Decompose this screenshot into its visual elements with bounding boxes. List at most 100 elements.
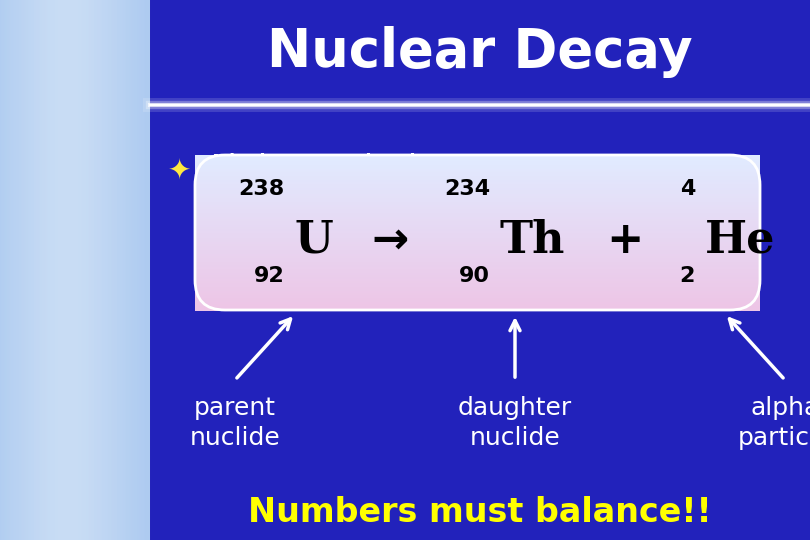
Bar: [195, 227, 760, 229]
Bar: [195, 163, 760, 166]
Bar: [195, 225, 760, 228]
Text: 238: 238: [239, 179, 285, 199]
Bar: [195, 273, 760, 276]
Bar: [195, 256, 760, 259]
Bar: [195, 250, 760, 253]
Bar: [195, 281, 760, 284]
Bar: [195, 306, 760, 309]
Bar: [195, 204, 760, 206]
Text: Th: Th: [500, 219, 565, 262]
Bar: [195, 289, 760, 292]
Bar: [195, 240, 760, 243]
Bar: [195, 271, 760, 274]
Bar: [195, 238, 760, 241]
Bar: [195, 242, 760, 245]
Bar: [195, 275, 760, 278]
Text: U: U: [295, 219, 334, 262]
Text: Nuclear Decay: Nuclear Decay: [267, 26, 693, 78]
Bar: [195, 300, 760, 303]
Text: →: →: [371, 219, 408, 262]
Bar: [195, 285, 760, 288]
Bar: [195, 233, 760, 235]
Bar: [195, 205, 760, 208]
Bar: [195, 260, 760, 262]
Bar: [195, 188, 760, 191]
Text: nuclide: nuclide: [190, 426, 280, 450]
Bar: [195, 211, 760, 214]
Text: particle: particle: [738, 426, 810, 450]
Bar: [195, 178, 760, 181]
Bar: [195, 279, 760, 282]
Bar: [195, 168, 760, 172]
Text: 2: 2: [680, 266, 695, 286]
Text: He: He: [705, 219, 775, 262]
Bar: [195, 293, 760, 295]
Bar: [195, 171, 760, 173]
Text: 90: 90: [459, 266, 490, 286]
Bar: [195, 190, 760, 193]
Bar: [195, 302, 760, 305]
Bar: [195, 221, 760, 224]
Bar: [195, 184, 760, 187]
Bar: [195, 277, 760, 280]
Bar: [195, 258, 760, 261]
Bar: [195, 269, 760, 272]
Bar: [195, 287, 760, 289]
Bar: [195, 217, 760, 220]
Text: 92: 92: [254, 266, 285, 286]
Bar: [195, 182, 760, 185]
Bar: [195, 195, 760, 199]
Bar: [195, 266, 760, 268]
Bar: [195, 207, 760, 210]
Bar: [195, 246, 760, 249]
Text: ✦: ✦: [168, 156, 191, 184]
Bar: [195, 172, 760, 176]
Bar: [195, 192, 760, 195]
Text: nuclide: nuclide: [470, 426, 561, 450]
Bar: [195, 157, 760, 160]
Bar: [195, 308, 760, 311]
Bar: [195, 180, 760, 183]
Bar: [195, 201, 760, 205]
Bar: [195, 248, 760, 251]
Bar: [195, 213, 760, 216]
Bar: [195, 261, 760, 265]
Bar: [195, 219, 760, 222]
Bar: [195, 165, 760, 167]
Text: +: +: [607, 219, 644, 262]
Bar: [195, 209, 760, 212]
Bar: [195, 194, 760, 197]
Bar: [195, 198, 760, 200]
Bar: [195, 264, 760, 266]
Bar: [195, 174, 760, 177]
Bar: [195, 177, 760, 179]
Bar: [195, 291, 760, 294]
Bar: [195, 267, 760, 271]
Bar: [195, 231, 760, 233]
Text: alpha: alpha: [750, 396, 810, 420]
Bar: [195, 228, 760, 232]
Bar: [195, 237, 760, 239]
Text: parent: parent: [194, 396, 276, 420]
Bar: [195, 304, 760, 307]
Bar: [195, 244, 760, 247]
Bar: [195, 200, 760, 202]
Bar: [195, 294, 760, 298]
Bar: [195, 223, 760, 226]
Text: Alpha Emission: Alpha Emission: [194, 153, 458, 186]
Bar: [195, 296, 760, 299]
Bar: [195, 161, 760, 164]
Text: Numbers must balance!!: Numbers must balance!!: [248, 496, 712, 529]
Bar: [195, 186, 760, 189]
Bar: [195, 215, 760, 218]
Bar: [195, 155, 760, 158]
Bar: [0, 0, 150, 540]
Text: 4: 4: [680, 179, 695, 199]
Bar: [195, 299, 760, 301]
Bar: [195, 254, 760, 256]
Text: daughter: daughter: [458, 396, 572, 420]
Bar: [195, 283, 760, 286]
Bar: [195, 167, 760, 170]
Text: 234: 234: [444, 179, 490, 199]
Bar: [195, 252, 760, 255]
